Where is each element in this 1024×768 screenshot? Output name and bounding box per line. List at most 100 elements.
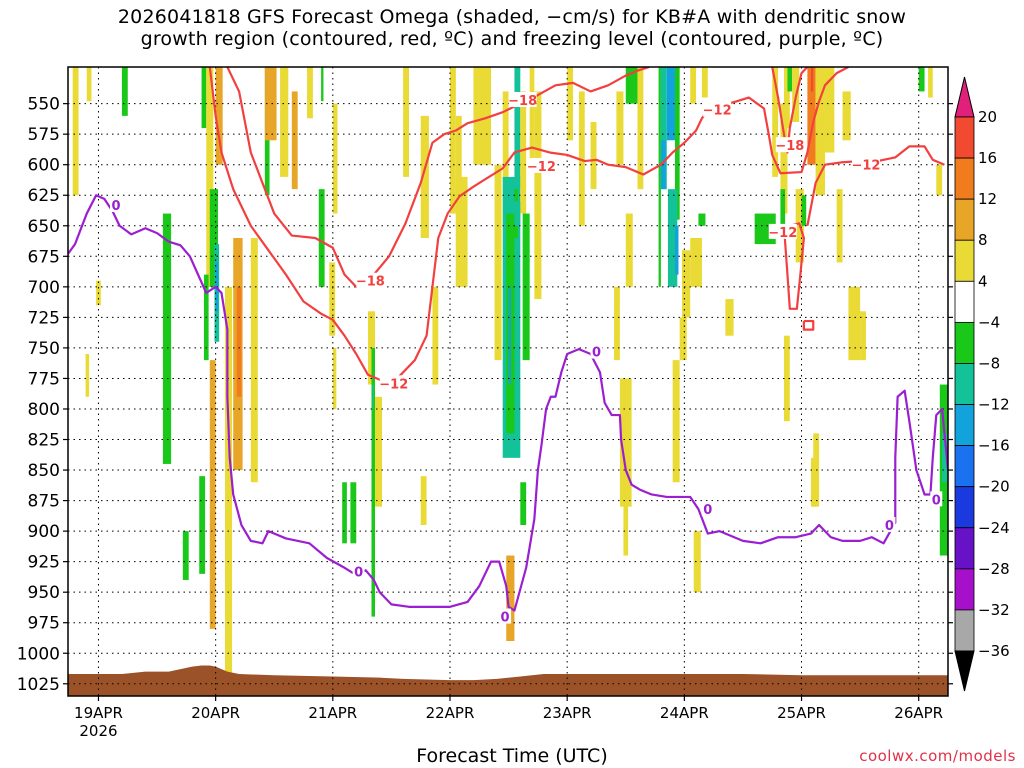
omega-cell	[199, 476, 206, 574]
omega-cell	[801, 195, 807, 226]
y-tick-label: 825	[28, 431, 60, 451]
contour-label-bg	[590, 343, 603, 359]
omega-cell	[674, 67, 680, 220]
credit-text: coolwx.com/models	[859, 747, 1016, 765]
colorbar-segment	[954, 363, 975, 405]
omega-cell	[942, 433, 947, 483]
contour-label-bg	[352, 563, 365, 579]
colorbar-label: −20	[978, 478, 1010, 496]
omega-cell	[209, 360, 216, 629]
omega-cell	[342, 482, 347, 544]
omega-cell	[280, 67, 289, 177]
colorbar-label: 12	[978, 190, 997, 208]
omega-cell	[420, 115, 429, 238]
contour-label: −12	[527, 160, 556, 175]
colorbar-segment	[954, 568, 975, 611]
omega-cell	[616, 91, 624, 165]
omega-cell	[848, 286, 861, 361]
y-tick-label: 675	[28, 247, 60, 267]
omega-cell	[432, 286, 439, 385]
omega-cell	[455, 176, 468, 287]
omega-cell	[693, 531, 701, 593]
omega-cell	[625, 67, 638, 104]
x-tick-label: 25APR	[777, 704, 826, 722]
contour-label: −12	[851, 159, 880, 174]
plot-frame	[67, 66, 949, 697]
omega-cell	[658, 67, 661, 287]
y-tick-label: 625	[28, 186, 60, 206]
omega-cell	[918, 67, 925, 92]
contour-dgz_minus12_main	[208, 67, 849, 384]
x-tick-label: 20APR	[191, 704, 240, 722]
omega-cell	[318, 189, 325, 287]
chart-title: 2026041818 GFS Forecast Omega (shaded, −…	[0, 6, 1024, 50]
omega-cell	[623, 500, 629, 556]
contour-label: 0	[354, 565, 363, 580]
contour-label: −12	[379, 377, 408, 392]
omega-cell	[86, 67, 92, 102]
colorbar-label: −8	[978, 354, 1000, 372]
omega-cell	[522, 213, 530, 361]
omega-cell	[936, 164, 943, 196]
contour-label: −18	[356, 275, 385, 290]
omega-cell	[215, 67, 223, 165]
contour-label: 0	[703, 503, 712, 518]
omega-cell	[329, 262, 336, 336]
y-tick-label: 750	[28, 339, 60, 359]
omega-cell	[449, 67, 456, 214]
omega-cell	[534, 91, 542, 300]
contour-label-bg	[379, 375, 408, 391]
omega-cell	[514, 67, 521, 190]
contour-label-bg	[701, 501, 714, 517]
omega-cell	[209, 189, 218, 287]
omega-cell	[420, 476, 427, 526]
omega-cell	[225, 286, 233, 678]
colorbar-segment	[954, 404, 975, 447]
y-tick-label: 575	[28, 125, 60, 145]
omega-cell	[807, 67, 816, 165]
omega-cell	[698, 213, 706, 226]
y-tick-label: 550	[28, 95, 60, 115]
y-tick-label: 650	[28, 217, 60, 237]
omega-cell	[783, 335, 790, 422]
y-tick-label: 925	[28, 553, 60, 573]
contour-label-bg	[930, 491, 943, 507]
omega-cell	[824, 67, 835, 153]
omega-cell	[508, 286, 511, 385]
contour-label: 0	[932, 493, 941, 508]
omega-cell	[473, 67, 492, 165]
x-tick-label: 19APR	[74, 704, 123, 722]
contour-label: 0	[885, 519, 894, 534]
omega-cell	[307, 67, 313, 119]
omega-cell	[250, 237, 258, 483]
colorbar-segment	[954, 198, 975, 241]
contour-dgz_minus18	[226, 67, 650, 288]
omega-cell	[236, 286, 242, 397]
omega-cell	[121, 67, 128, 116]
colorbar-segment	[954, 527, 975, 570]
omega-cell	[529, 67, 535, 165]
omega-cell	[780, 189, 786, 226]
colorbar-top-arrow	[954, 76, 975, 118]
contour-label-bg	[356, 272, 385, 288]
omega-cell	[403, 67, 409, 177]
colorbar-segment	[954, 116, 975, 159]
x-tick-label: 22APR	[426, 704, 475, 722]
x-tick-label: 21APR	[308, 704, 357, 722]
omega-cell	[780, 103, 788, 214]
omega-cell	[842, 91, 851, 141]
y-tick-label: 800	[28, 400, 60, 420]
omega-cell	[619, 378, 632, 507]
colorbar-label: −28	[978, 560, 1010, 578]
omega-cell	[660, 67, 667, 190]
contour-label-bg	[499, 608, 512, 624]
omega-cell	[690, 67, 697, 104]
contour-freezing_level_0C	[68, 194, 948, 612]
omega-cell	[666, 67, 675, 141]
omega-cell	[502, 91, 509, 226]
omega-cell	[375, 396, 383, 507]
omega-cell	[321, 67, 324, 102]
contour-label-bg	[527, 157, 556, 173]
colorbar-segment	[954, 445, 975, 488]
